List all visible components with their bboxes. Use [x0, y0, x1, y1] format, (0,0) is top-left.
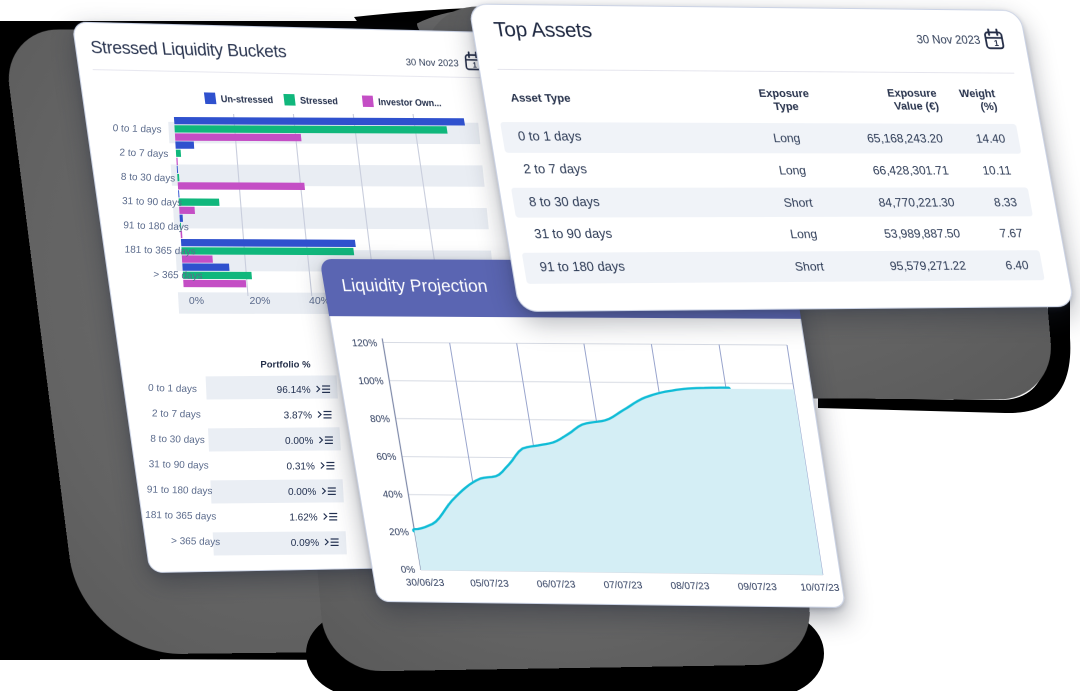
- svg-text:0.00%: 0.00%: [285, 436, 313, 447]
- svg-text:09/07/23: 09/07/23: [737, 582, 778, 593]
- svg-text:Portfolio %: Portfolio %: [260, 360, 311, 371]
- svg-text:2 to 7 days: 2 to 7 days: [119, 148, 168, 161]
- svg-text:> 365 days: > 365 days: [171, 536, 220, 548]
- svg-text:1: 1: [472, 61, 477, 70]
- svg-text:8 to 30 days: 8 to 30 days: [121, 172, 176, 185]
- svg-text:31 to 90 days: 31 to 90 days: [122, 196, 182, 209]
- svg-text:8 to 30 days: 8 to 30 days: [150, 434, 205, 446]
- svg-text:181 to 365 days: 181 to 365 days: [145, 510, 216, 523]
- svg-text:120%: 120%: [351, 338, 378, 349]
- svg-text:06/07/23: 06/07/23: [536, 579, 577, 590]
- svg-text:80%: 80%: [369, 414, 391, 425]
- svg-text:> 365 days: > 365 days: [153, 270, 203, 283]
- svg-text:2 to 7 days: 2 to 7 days: [152, 408, 201, 420]
- svg-text:0.00%: 0.00%: [288, 487, 316, 498]
- svg-text:91 to 180 days: 91 to 180 days: [123, 220, 189, 233]
- svg-text:40%: 40%: [382, 490, 404, 501]
- svg-text:96.14%: 96.14%: [277, 385, 311, 396]
- svg-text:100%: 100%: [357, 376, 384, 387]
- svg-text:10/07/23: 10/07/23: [800, 583, 841, 594]
- svg-text:0%: 0%: [400, 565, 416, 576]
- svg-text:0%: 0%: [189, 295, 204, 307]
- svg-text:30/06/23: 30/06/23: [405, 578, 445, 589]
- svg-text:20%: 20%: [388, 527, 410, 538]
- svg-text:0.09%: 0.09%: [291, 538, 319, 549]
- svg-text:08/07/23: 08/07/23: [670, 581, 711, 592]
- svg-text:91 to 180 days: 91 to 180 days: [147, 484, 213, 497]
- svg-text:0 to 1 days: 0 to 1 days: [112, 123, 161, 136]
- svg-text:40%: 40%: [309, 295, 330, 307]
- svg-text:07/07/23: 07/07/23: [603, 580, 644, 591]
- svg-text:31 to 90 days: 31 to 90 days: [148, 459, 208, 472]
- svg-text:60%: 60%: [376, 452, 398, 463]
- svg-text:3.87%: 3.87%: [284, 410, 312, 421]
- svg-text:1.62%: 1.62%: [289, 512, 317, 523]
- svg-text:1: 1: [993, 39, 999, 48]
- svg-text:181 to 365 days: 181 to 365 days: [124, 244, 195, 257]
- svg-text:0.31%: 0.31%: [287, 461, 315, 472]
- svg-text:05/07/23: 05/07/23: [470, 579, 510, 590]
- svg-text:20%: 20%: [249, 295, 270, 307]
- svg-text:0 to 1 days: 0 to 1 days: [148, 383, 197, 395]
